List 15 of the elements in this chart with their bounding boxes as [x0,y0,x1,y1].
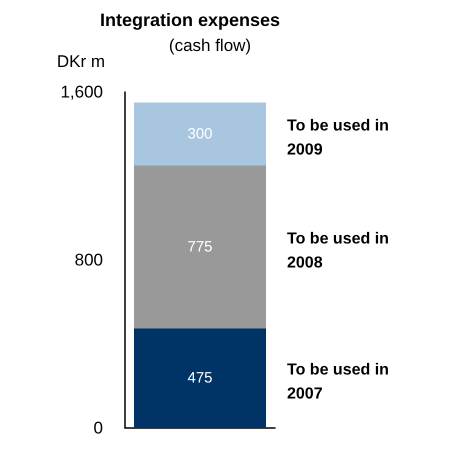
y-tick-label: 0 [94,418,103,438]
data-label: 475 [187,370,213,387]
series-label: To be used in 2009 [287,118,394,158]
chart-subtitle: (cash flow) [168,36,252,55]
series-label: To be used in 2008 [287,230,394,272]
bar [134,166,266,328]
data-label: 775 [187,238,213,256]
data-label: 300 [187,126,213,142]
chart-title: Integration expenses [100,10,280,30]
series-label: To be used in 2007 [287,362,394,403]
y-axis-title: DKr m [56,52,105,71]
y-tick-label: 1,600 [60,82,103,102]
bar [134,328,266,428]
bar [134,102,266,166]
y-tick-label: 800 [74,250,103,270]
